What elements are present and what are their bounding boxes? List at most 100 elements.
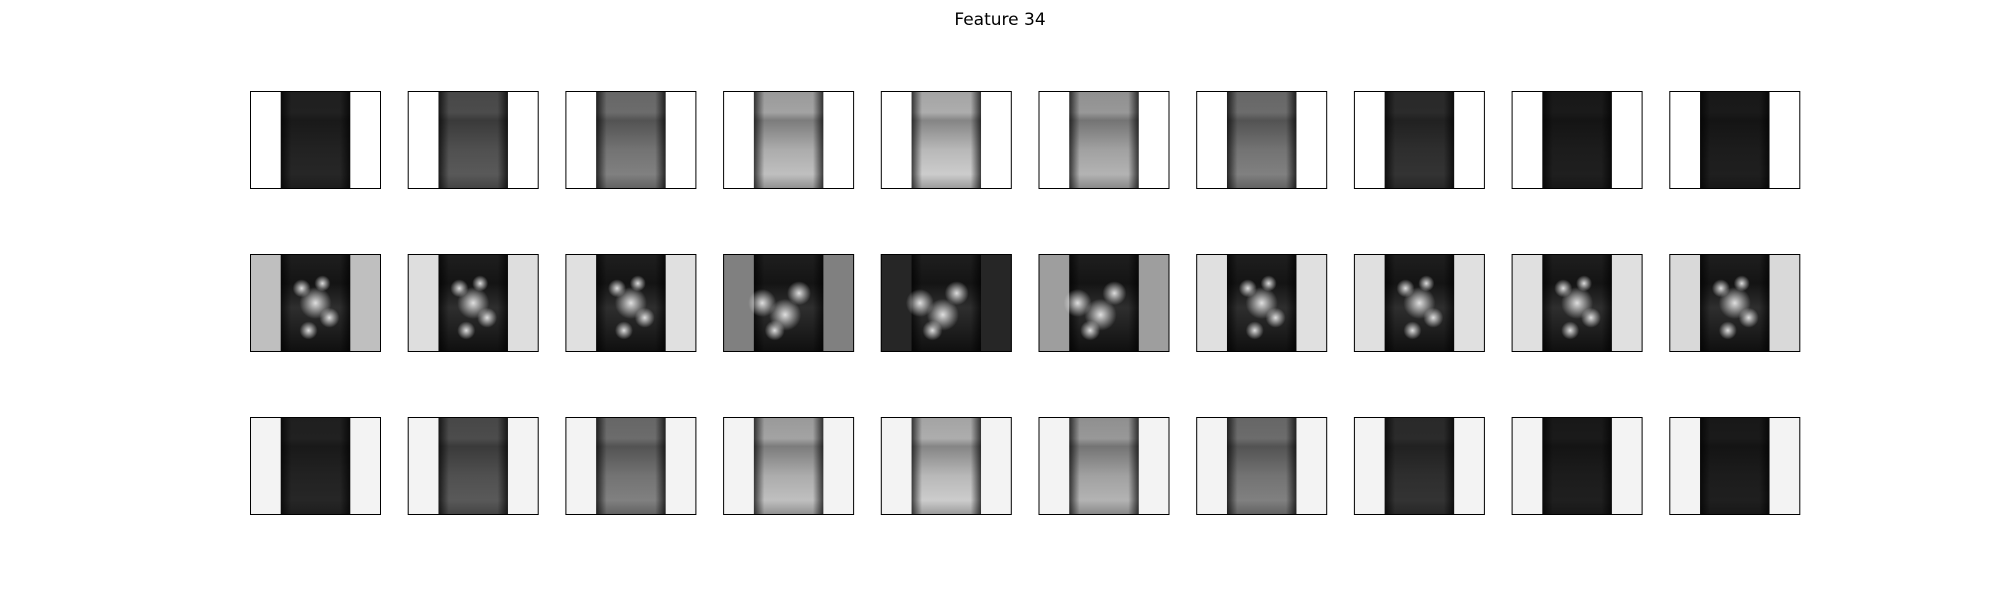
texture-blob	[1102, 281, 1127, 306]
image-shading	[1700, 91, 1770, 189]
panel-border	[880, 254, 1012, 352]
panel-border	[1511, 91, 1643, 189]
texture-blob	[1738, 307, 1759, 328]
panel-border	[1196, 417, 1328, 515]
texture-blob	[905, 289, 934, 317]
image-panel	[880, 254, 1012, 352]
texture-blob	[477, 307, 498, 328]
texture-blob	[1260, 275, 1277, 292]
panel-border	[407, 417, 539, 515]
panel-border	[1511, 417, 1643, 515]
panel-border	[1353, 417, 1485, 515]
image-panel	[1669, 254, 1801, 352]
texture-blob	[629, 275, 646, 292]
texture-blob	[314, 275, 331, 292]
image-panel	[1669, 91, 1801, 189]
texture-blob	[1711, 279, 1730, 298]
image-shading	[596, 417, 666, 515]
image-shading	[1700, 417, 1770, 515]
image-panel	[250, 417, 381, 515]
texture-blob	[1576, 275, 1593, 292]
texture-blob	[1080, 320, 1101, 341]
texture-blob	[457, 321, 476, 340]
image-panel	[1511, 254, 1643, 352]
panel-border	[1511, 254, 1643, 352]
panel-border	[1669, 91, 1801, 189]
image-shading	[280, 91, 351, 189]
image-panel	[1511, 91, 1643, 189]
texture-blob	[1403, 321, 1422, 340]
image-shading	[280, 417, 351, 515]
texture-blob	[1063, 289, 1092, 317]
panel-border	[880, 417, 1012, 515]
image-shading	[753, 417, 824, 515]
texture-blob	[764, 320, 785, 341]
texture-blob	[1265, 307, 1286, 328]
texture-blob	[1238, 279, 1257, 298]
image-panel	[1038, 91, 1170, 189]
image-shading	[438, 417, 508, 515]
image-panel	[565, 254, 697, 352]
image-panel	[1196, 417, 1328, 515]
panel-border	[723, 91, 855, 189]
image-panel	[723, 254, 855, 352]
panel-border	[1196, 91, 1328, 189]
image-panel	[1038, 417, 1170, 515]
image-panel	[1353, 91, 1485, 189]
image-shading	[596, 91, 666, 189]
texture-blob	[1423, 307, 1444, 328]
panel-border	[250, 91, 381, 189]
image-panel	[880, 417, 1012, 515]
texture-blob	[634, 307, 655, 328]
texture-blob	[944, 281, 969, 306]
image-shading	[911, 417, 982, 515]
panel-border	[565, 417, 697, 515]
texture-blob	[1396, 279, 1415, 298]
texture-blob	[472, 275, 489, 292]
texture-blob	[299, 321, 318, 340]
texture-blob	[608, 279, 627, 298]
texture-blob	[787, 281, 812, 306]
panel-border	[407, 254, 539, 352]
texture-blob	[922, 320, 943, 341]
image-shading	[1226, 417, 1297, 515]
image-shading	[911, 91, 982, 189]
texture-blob	[1580, 307, 1601, 328]
panel-border	[1353, 91, 1485, 189]
image-panel	[1353, 417, 1485, 515]
image-panel	[880, 91, 1012, 189]
image-panel	[1511, 417, 1643, 515]
texture-blob	[292, 279, 311, 298]
panel-border	[407, 91, 539, 189]
image-panel	[1038, 254, 1170, 352]
image-panel	[723, 91, 855, 189]
image-panel	[250, 254, 381, 352]
texture-blob	[1733, 275, 1750, 292]
image-shading	[1069, 417, 1139, 515]
image-shading	[1384, 91, 1455, 189]
panel-border	[250, 417, 381, 515]
panel-border	[1038, 254, 1170, 352]
image-shading	[1226, 91, 1297, 189]
texture-blob	[1561, 321, 1580, 340]
panel-border	[880, 91, 1012, 189]
image-panel	[407, 91, 539, 189]
image-shading	[1384, 417, 1455, 515]
image-panel	[565, 417, 697, 515]
panel-border	[565, 254, 697, 352]
texture-blob	[1418, 275, 1435, 292]
panel-border	[723, 254, 855, 352]
image-shading	[438, 91, 508, 189]
image-panel	[1353, 254, 1485, 352]
texture-blob	[1245, 321, 1264, 340]
image-shading	[1542, 91, 1612, 189]
image-panel	[565, 91, 697, 189]
image-panel	[723, 417, 855, 515]
texture-blob	[748, 289, 777, 317]
image-panel	[1196, 254, 1328, 352]
panel-border	[1353, 254, 1485, 352]
image-panel	[1669, 417, 1801, 515]
image-panel	[407, 254, 539, 352]
panel-grid	[250, 91, 1801, 515]
